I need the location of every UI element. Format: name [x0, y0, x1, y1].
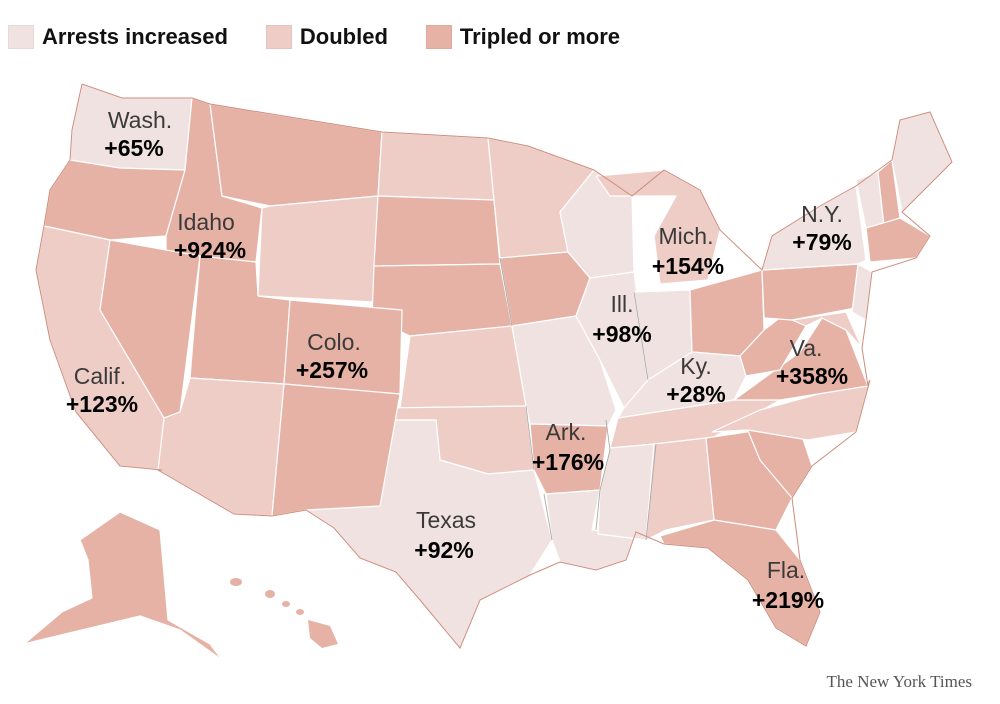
states: [23, 83, 953, 661]
label-value-wash: +65%: [104, 135, 163, 161]
label-value-calif: +123%: [66, 391, 138, 417]
label-name-ny: N.Y.: [801, 201, 843, 227]
state-alaska: [23, 511, 223, 661]
state-south-dakota: [373, 195, 501, 267]
state-kansas: [399, 325, 527, 409]
legend-item-arrests-increased: Arrests increased: [8, 24, 228, 50]
label-value-colo: +257%: [296, 357, 368, 383]
label-name-wash: Wash.: [108, 107, 172, 133]
label-value-ill: +98%: [592, 321, 651, 347]
label-value-ny: +79%: [792, 229, 851, 255]
label-value-ark: +176%: [532, 449, 604, 475]
state-oregon: [43, 159, 186, 241]
legend-label: Arrests increased: [42, 24, 228, 49]
map-labels: Wash. +65% Idaho +924% Colo. +257% Calif…: [66, 107, 852, 613]
state-new-york: [761, 185, 867, 271]
label-value-idaho: +924%: [174, 237, 246, 263]
label-value-mich: +154%: [652, 253, 724, 279]
credit-nyt: The New York Times: [826, 672, 972, 691]
label-name-mich: Mich.: [659, 223, 714, 249]
legend-swatch: [425, 25, 452, 49]
label-name-ky: Ky.: [680, 353, 712, 379]
label-value-ky: +28%: [666, 381, 725, 407]
label-name-fla: Fla.: [767, 557, 805, 583]
state-mississippi: [597, 443, 655, 541]
legend-swatch: [8, 25, 34, 49]
state-maryland: [791, 311, 863, 349]
legend-item-tripled-or-more: Tripled or more: [425, 24, 621, 50]
state-pennsylvania: [761, 263, 867, 321]
label-name-calif: Calif.: [74, 363, 126, 389]
state-montana: [209, 103, 383, 207]
label-name-va: Va.: [790, 335, 823, 361]
state-wyoming: [257, 195, 379, 303]
label-name-ill: Ill.: [611, 291, 634, 317]
legend-swatch: [265, 25, 292, 49]
label-name-idaho: Idaho: [177, 209, 235, 235]
state-maine: [891, 111, 953, 213]
state-hawaii: [230, 578, 338, 648]
label-name-ark: Ark.: [546, 419, 587, 445]
legend-item-doubled: Doubled: [265, 24, 388, 50]
legend-label: Tripled or more: [459, 24, 621, 49]
state-massachusetts: [865, 217, 931, 263]
label-name-texas: Texas: [416, 507, 476, 533]
legend: Arrests increased Doubled Tripled or mor…: [8, 22, 658, 52]
state-new-mexico: [271, 383, 401, 517]
coastline: [35, 83, 953, 649]
label-value-fla: +219%: [752, 587, 824, 613]
label-name-colo: Colo.: [307, 329, 361, 355]
legend-label: Doubled: [299, 24, 388, 49]
label-value-va: +358%: [776, 363, 848, 389]
state-florida: [659, 519, 821, 647]
state-north-dakota: [377, 131, 495, 201]
state-borders: [499, 257, 657, 541]
label-value-texas: +92%: [414, 537, 473, 563]
